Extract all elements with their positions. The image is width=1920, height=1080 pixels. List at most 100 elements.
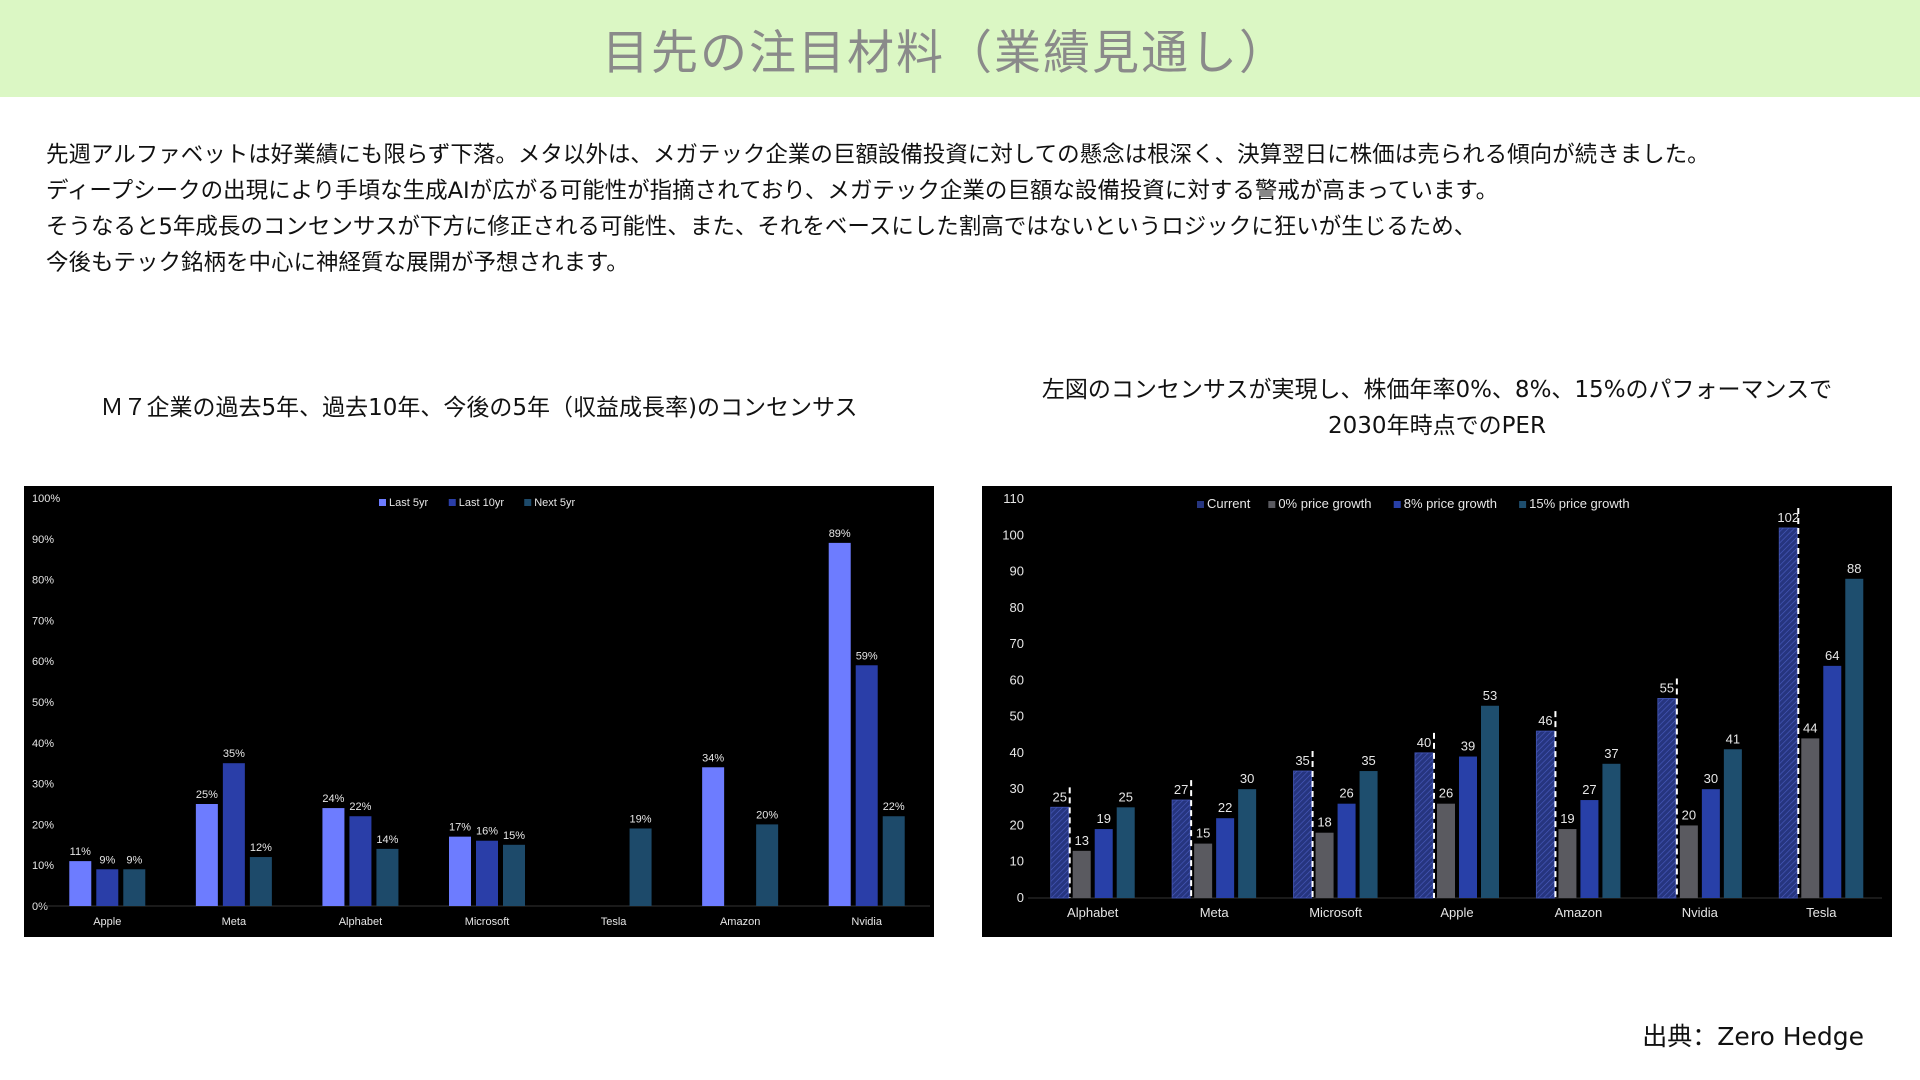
bar (476, 840, 498, 906)
x-tick-label: Meta (1200, 905, 1230, 920)
data-label: 20% (756, 809, 778, 821)
data-label: 39 (1461, 739, 1475, 754)
y-tick-label: 70 (1010, 636, 1024, 651)
y-tick-label: 20 (1010, 817, 1024, 832)
x-tick-label: Apple (93, 916, 121, 928)
bar (449, 836, 471, 906)
x-tick-label: Apple (1440, 905, 1473, 920)
data-label: 20 (1682, 807, 1696, 822)
bar (222, 763, 245, 906)
data-label: 64 (1825, 648, 1839, 663)
legend-label: 15% price growth (1529, 496, 1629, 511)
intro-line: 先週アルファベットは好業績にも限らず下落。メタ以外は、メガテック企業の巨額設備投… (46, 142, 1710, 168)
bar (1580, 800, 1599, 898)
x-tick-label: Microsoft (1309, 905, 1362, 920)
data-label: 14% (376, 834, 398, 846)
bar (1481, 705, 1499, 898)
right-chart-title-line: 2030年時点でのPER (1328, 413, 1546, 439)
data-label: 34% (702, 752, 724, 764)
bar (1459, 756, 1477, 898)
legend-swatch (524, 499, 532, 506)
bar (855, 665, 878, 906)
data-label: 11% (70, 846, 91, 858)
legend-swatch (1393, 501, 1401, 508)
intro-line: ディープシークの出現により手頃な生成AIが広がる可能性が指摘されており、メガテッ… (46, 178, 1499, 204)
data-label: 35 (1361, 753, 1375, 768)
bar (1072, 850, 1091, 898)
y-tick-label: 100% (32, 493, 60, 505)
data-label: 19% (630, 813, 652, 825)
y-tick-label: 70% (32, 615, 54, 627)
y-tick-label: 40% (32, 738, 54, 750)
x-tick-label: Tesla (601, 916, 628, 928)
data-label: 89% (829, 528, 851, 540)
bar (1437, 803, 1455, 898)
y-tick-label: 30 (1010, 781, 1024, 796)
x-tick-label: Microsoft (465, 916, 510, 928)
y-tick-label: 20% (32, 819, 54, 831)
legend-swatch (379, 499, 386, 506)
data-label: 26 (1339, 786, 1353, 801)
intro-line: 今後もテック銘柄を中心に神経質な展開が予想されます。 (46, 250, 629, 276)
data-label: 102 (1777, 510, 1799, 525)
legend-label: Next 5yr (534, 497, 575, 509)
bar (195, 804, 218, 906)
bar (756, 824, 779, 906)
data-label: 12% (250, 842, 272, 854)
data-label: 25 (1118, 789, 1132, 804)
data-label: 9% (99, 854, 115, 866)
bar (882, 816, 905, 906)
x-tick-label: Meta (222, 916, 247, 928)
x-tick-label: Nvidia (851, 916, 882, 928)
growth-chart-svg: 0% 10% 20% 30% 40% 50% 60% 70% 80% 90% 100% Last 5y… (32, 493, 930, 928)
data-label: 40 (1417, 735, 1431, 750)
bar (1558, 829, 1577, 898)
data-label: 25 (1052, 789, 1066, 804)
data-label: 26 (1439, 786, 1453, 801)
x-tick-label: Amazon (1555, 905, 1603, 920)
y-tick-label: 10% (32, 860, 54, 872)
legend-label: 8% price growth (1404, 496, 1497, 511)
x-tick-label: Amazon (720, 916, 760, 928)
y-tick-label: 50% (32, 697, 54, 709)
y-tick-label: 10 (1010, 854, 1024, 869)
bar (1723, 749, 1742, 898)
bar (349, 816, 372, 906)
y-tick-label: 0 (1017, 890, 1024, 905)
page-title: 目先の注目材料（業績見通し） (602, 26, 1288, 81)
data-label: 30 (1240, 771, 1254, 786)
bar (629, 828, 652, 906)
data-label: 13 (1074, 833, 1088, 848)
data-label: 19 (1096, 811, 1110, 826)
bar (1602, 763, 1621, 898)
data-label: 25% (196, 789, 218, 801)
bar (1216, 818, 1235, 898)
legend-swatch (1268, 501, 1276, 508)
growth-chart: 0% 10% 20% 30% 40% 50% 60% 70% 80% 90% 100% Last 5y… (24, 486, 934, 937)
bar (96, 869, 119, 906)
bar (322, 808, 345, 906)
bar-hatch (1657, 698, 1676, 898)
legend-swatch (1519, 501, 1527, 508)
data-label: 35% (223, 748, 245, 760)
bar (828, 542, 851, 906)
bar (1194, 843, 1213, 898)
intro-line: そうなると5年成長のコンセンサスが下方に修正される可能性、また、それをベースにし… (46, 214, 1477, 240)
data-label: 22% (349, 801, 371, 813)
legend-swatch (448, 499, 456, 506)
bar (376, 848, 399, 906)
data-label: 59% (856, 650, 878, 662)
data-label: 9% (126, 854, 142, 866)
data-label: 22 (1218, 800, 1232, 815)
data-label: 16% (476, 826, 498, 838)
x-tick-label: Alphabet (1067, 905, 1119, 920)
legend-label: Last 5yr (389, 497, 428, 509)
data-label: 46 (1538, 713, 1552, 728)
bar-hatch (1050, 807, 1069, 898)
data-label: 37 (1604, 746, 1618, 761)
bar-hatch (1536, 731, 1555, 898)
bar-hatch (1779, 528, 1798, 898)
legend-swatch (1197, 501, 1204, 508)
right-chart-title: 左図のコンセンサスが実現し、株価年率0%、8%、15%のパフォーマンスで 203… (982, 372, 1892, 444)
data-label: 15% (503, 830, 525, 842)
